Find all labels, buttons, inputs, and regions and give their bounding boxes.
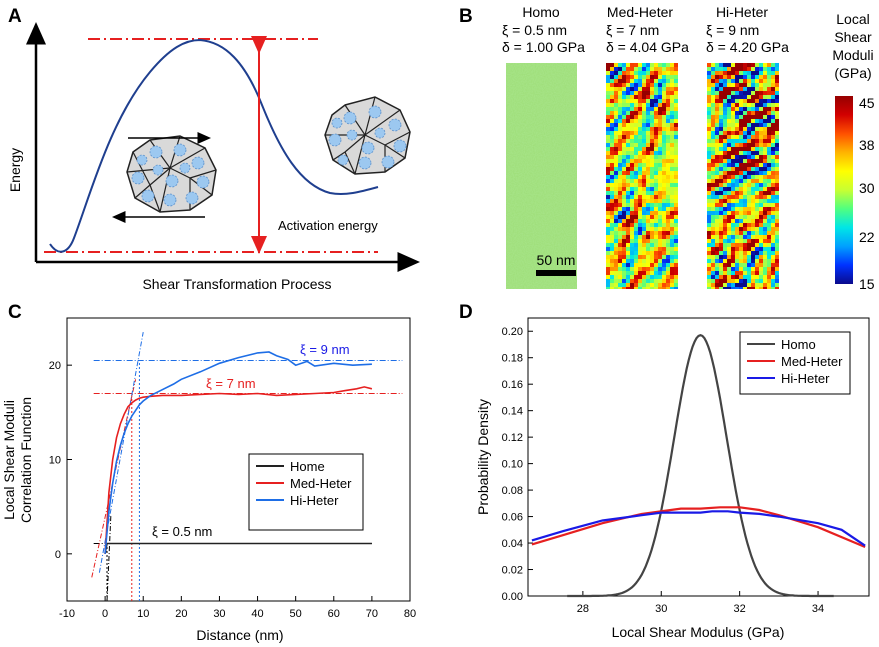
panel-d: D 28 30 32 34 0.00 0.02 0.04 0.06 0.08 0.10 0.12 0.…: [459, 302, 870, 640]
panel-c: C -10 0 10 20 30 40 50 60 70 80 0 10 20 Distance (nm…: [1, 302, 416, 643]
plot-c-xtick-label: 40: [251, 608, 263, 620]
legend-c-hi: Hi-Heter: [290, 493, 339, 508]
annotation-xi-05: ξ = 0.5 nm: [152, 524, 212, 539]
plot-d-ytick-label: 0.04: [502, 538, 523, 550]
col-hi-xi: ξ = 9 nm: [706, 22, 759, 38]
plot-c-legend: Home Med-Heter Hi-Heter: [248, 453, 364, 531]
legend-c-med: Med-Heter: [290, 476, 352, 491]
panel-a-letter: A: [8, 6, 22, 27]
plot-c-xtick-label: 10: [137, 608, 149, 620]
panel-d-letter: D: [459, 302, 473, 323]
annotation-xi-7: ξ = 7 nm: [206, 376, 256, 391]
plot-c-xtick-label: 20: [175, 608, 187, 620]
plot-c-ytick-label: 10: [49, 455, 61, 467]
legend-c-home: Home: [290, 459, 325, 474]
colorbar-tick-22: 22: [859, 229, 875, 245]
plot-d-xtick-label: 28: [577, 603, 589, 615]
colorbar-title-1: Local: [836, 11, 869, 27]
process-axis-label: Shear Transformation Process: [142, 276, 331, 292]
col-hi-title: Hi-Heter: [716, 4, 768, 20]
plot-c-ylabel-1: Local Shear Moduli: [1, 400, 17, 520]
plot-d-ytick-label: 0.14: [502, 406, 523, 418]
plot-d-xtick-label: 30: [655, 603, 667, 615]
col-hi-delta: δ = 4.20 GPa: [706, 39, 789, 55]
map-med-heter: [606, 63, 678, 289]
plot-d-ytick-label: 0.00: [502, 591, 523, 603]
plot-d-xtick-label: 34: [812, 603, 824, 615]
colorbar-tick-45: 45: [859, 95, 875, 111]
map-hi-heter: [707, 63, 779, 289]
colorbar-tick-30: 30: [859, 180, 875, 196]
scale-bar-label: 50 nm: [537, 252, 576, 268]
annotation-xi-9: ξ = 9 nm: [300, 342, 350, 357]
panel-b-letter: B: [459, 6, 473, 27]
plot-d-ytick-label: 0.20: [502, 326, 523, 338]
panel-c-letter: C: [8, 302, 22, 323]
panel-b: B Homo ξ = 0.5 nm δ = 1.00 GPa Med-Heter…: [459, 4, 875, 292]
plot-d-ticks: 28 30 32 34 0.00 0.02 0.04 0.06 0.08 0.10 0.12 0.14…: [502, 326, 825, 615]
col-homo-title: Homo: [522, 4, 560, 20]
plot-c-xtick-label: 60: [328, 608, 340, 620]
plot-c-series-hi-heter: [104, 351, 372, 554]
legend-d-homo: Homo: [781, 337, 816, 352]
plot-c-tangent: [106, 516, 112, 602]
plot-d-ytick-label: 0.12: [502, 432, 523, 444]
plot-c-xtick-label: 30: [213, 608, 225, 620]
plot-d-ytick-label: 0.10: [502, 459, 523, 471]
col-med-delta: δ = 4.04 GPa: [606, 39, 689, 55]
plot-c-ytick-label: 0: [55, 549, 61, 561]
plot-d-frame: [527, 317, 870, 597]
energy-axis-label: Energy: [7, 148, 23, 192]
plot-c-series-home: [104, 542, 372, 554]
cluster-before-icon: [126, 135, 217, 213]
legend-d-med: Med-Heter: [781, 354, 843, 369]
plot-c-xtick-label: 50: [290, 608, 302, 620]
plot-d-legend: Homo Med-Heter Hi-Heter: [739, 331, 851, 395]
legend-d-hi: Hi-Heter: [781, 371, 830, 386]
colorbar-title-2: Shear: [834, 29, 872, 45]
plot-c-ylabel-2: Correlation Function: [18, 397, 34, 523]
plot-d-ytick-label: 0.06: [502, 512, 523, 524]
col-med-xi: ξ = 7 nm: [606, 22, 659, 38]
plot-d-ylabel: Probability Density: [475, 399, 491, 515]
colorbar-title-4: (GPa): [834, 65, 871, 81]
plot-c-xtick-label: 0: [102, 608, 108, 620]
plot-d-series-homo: [567, 334, 834, 598]
plot-c-series-med-heter: [104, 386, 373, 554]
plot-d-ytick-label: 0.02: [502, 565, 523, 577]
col-med-title: Med-Heter: [607, 4, 673, 20]
plot-c-ticks: -10 0 10 20 30 40 50 60 70 80 0 10 20: [49, 360, 416, 620]
plot-c-series: [104, 351, 373, 554]
energy-curve: [49, 38, 379, 253]
plot-d-ytick-label: 0.08: [502, 485, 523, 497]
plot-d-xtick-label: 32: [734, 603, 746, 615]
colorbar-title-3: Moduli: [832, 47, 873, 63]
plot-c-xtick-label: 80: [404, 608, 416, 620]
plot-c-xtick-label: -10: [59, 608, 75, 620]
col-homo-xi: ξ = 0.5 nm: [502, 22, 567, 38]
plot-d-ytick-label: 0.18: [502, 353, 523, 365]
plot-c-ytick-label: 20: [49, 360, 61, 372]
plot-d-xlabel: Local Shear Modulus (GPa): [612, 624, 785, 640]
scale-bar: [536, 270, 576, 276]
colorbar-tick-15: 15: [859, 276, 875, 292]
panel-a: A Energy Shear Transformation Process Ac…: [7, 6, 420, 292]
col-homo-delta: δ = 1.00 GPa: [502, 39, 585, 55]
plot-c-xlabel: Distance (nm): [196, 627, 283, 643]
activation-label: Activation energy: [278, 218, 378, 233]
colorbar-tick-38: 38: [859, 137, 875, 153]
plot-c-xtick-label: 70: [366, 608, 378, 620]
plot-d-series: [531, 334, 866, 598]
plot-d-series-hi-heter: [531, 510, 866, 547]
plot-d-ytick-label: 0.16: [502, 379, 523, 391]
map-homo: [506, 63, 577, 289]
cluster-after-icon: [324, 96, 411, 175]
colorbar: [835, 96, 853, 284]
